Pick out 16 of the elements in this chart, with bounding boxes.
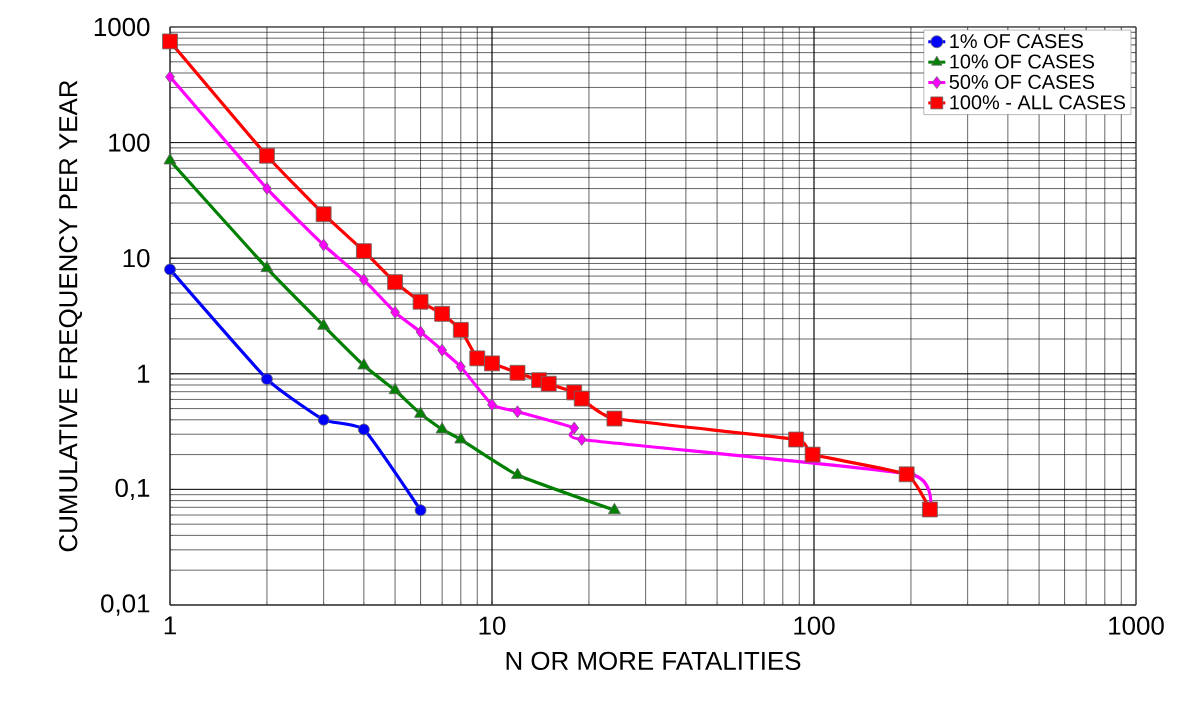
legend-label: 10% OF CASES	[950, 54, 1095, 69]
x-axis-title: N OR MORE FATALITIES	[506, 651, 801, 671]
x-tick-label: 1000	[1109, 616, 1164, 635]
x-tick-label: 1	[164, 616, 176, 635]
y-tick-label: 0,01	[101, 594, 150, 616]
y-tick-label: 100	[109, 133, 150, 152]
legend-label: 100% - ALL CASES	[950, 95, 1126, 110]
y-tick-label: 1	[138, 364, 150, 383]
legend-label: 50% OF CASES	[949, 74, 1095, 89]
y-axis-title: CUMULATIVE FREQUENCY PER YEAR	[59, 80, 83, 552]
y-tick-label: 1000	[94, 17, 150, 37]
y-tick-label: 10	[123, 249, 150, 268]
x-tick-label: 10	[479, 616, 506, 635]
legend-label: 1% OF CASES	[950, 34, 1083, 49]
x-tick-label: 100	[794, 616, 835, 635]
y-tick-label: 0,1	[115, 478, 150, 501]
